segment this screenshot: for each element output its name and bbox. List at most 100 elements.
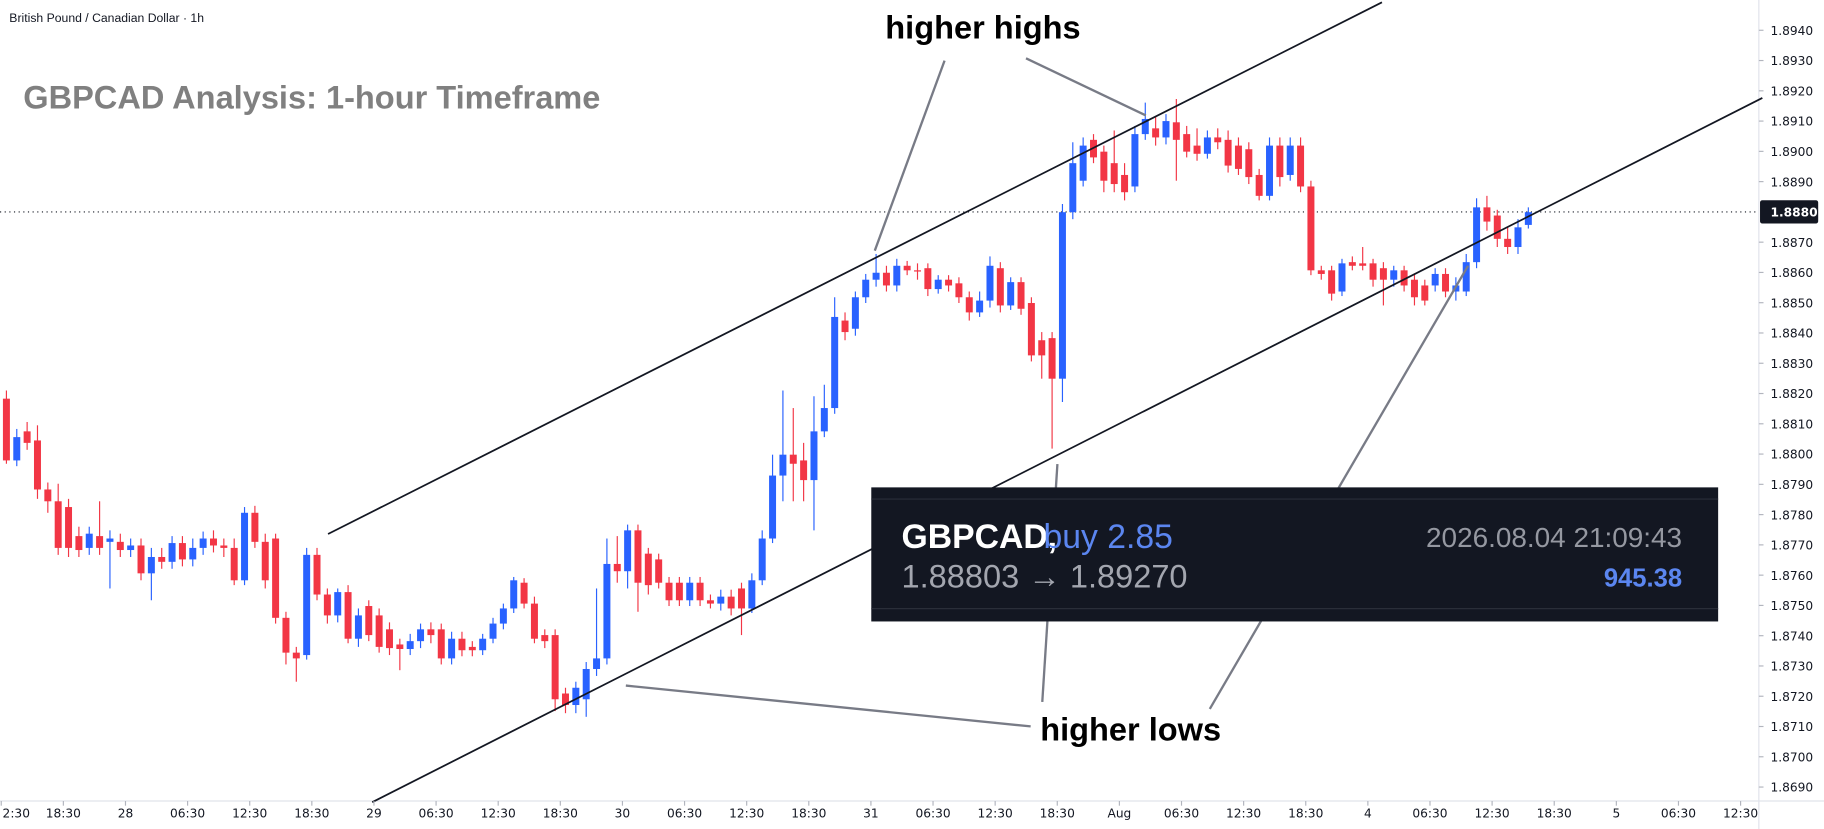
candle-body [1410,279,1418,298]
candle-body [1483,207,1491,222]
candle-body [727,596,735,609]
x-tick-label: 18:30 [46,806,81,820]
candle-body [1038,340,1046,356]
candle-body [1462,262,1470,292]
x-tick-label: Aug [1107,806,1131,820]
candle-body [292,652,300,659]
candle-body [209,538,217,546]
y-tick-label: 1.8730 [1770,660,1813,674]
candle-body [582,668,590,700]
candle-body [893,265,901,286]
candle-body [85,533,93,548]
x-tick-label: 29 [366,806,382,820]
candle-body [789,454,797,464]
candle-body [1193,145,1201,154]
candle-body [800,460,808,481]
candle-body [717,596,725,604]
y-tick-label: 1.8860 [1770,266,1813,280]
candle-body [1524,212,1532,225]
candle-body [644,553,652,586]
candle-body [831,316,839,409]
y-tick-label: 1.8780 [1770,508,1813,522]
candle-body [593,658,601,669]
x-tick-label: 12:30 [729,806,764,820]
x-tick-label: 30 [615,806,631,820]
candle-body [520,582,528,604]
candle-body [696,582,704,601]
candle-body [303,554,311,656]
candle-body [396,644,404,650]
candle-body [375,615,383,647]
candle-body [65,507,73,548]
x-tick-label: 18:30 [1288,806,1323,820]
candle-body [541,635,549,642]
trade-box-bg [871,487,1719,622]
candle-body [1473,207,1481,263]
candle-body [220,545,228,548]
candle-body [862,279,870,298]
y-tick-label: 1.8690 [1770,781,1813,795]
candle-body [334,592,342,616]
candle-body [1121,174,1129,193]
x-tick-label: 06:30 [170,806,205,820]
candle-body [1317,270,1325,274]
candle-body [489,623,497,639]
annotation: higher lows [1040,710,1221,747]
candle-body [1048,338,1056,379]
candle-body [417,629,425,642]
candle-body [1514,227,1522,248]
upper-trendline [327,1,1383,535]
trade-box: GBPCAD, buy 2.85 1.88803 → 1.89270 2026.… [871,487,1719,622]
y-tick-label: 1.8740 [1770,629,1813,643]
candle-body [385,629,393,649]
candle-body [779,454,787,476]
candle-body [665,582,673,601]
y-tick-label: 1.8700 [1770,750,1813,764]
y-tick-label: 1.8720 [1770,690,1813,704]
x-tick-label: 12:30 [978,806,1013,820]
candle-body [251,512,259,542]
candle-body [1007,282,1015,306]
candle-body [1079,145,1087,181]
candle-body [530,603,538,639]
candle-body [1390,270,1398,280]
candle-body [437,629,445,659]
candle-body [137,545,145,574]
candle-body [603,563,611,659]
candle-body [499,608,507,624]
candle-body [841,320,849,333]
x-tick-label: 18:30 [543,806,578,820]
candle-body [189,547,197,560]
candle-body [914,270,921,272]
candle-body [851,297,859,329]
candle-body [282,617,290,653]
y-tick-label: 1.8830 [1770,357,1813,371]
candle-body [758,538,766,581]
pointer-line [873,60,946,252]
candle-body [510,580,518,609]
candle-body [1328,270,1336,294]
x-tick-label: 28 [118,806,134,820]
candle-body [354,615,362,639]
candle-body [1493,215,1501,239]
candle-body [986,265,994,301]
candle-body [1203,137,1211,154]
x-tick-label: 12:30 [1723,806,1758,820]
candle-body [1069,163,1077,213]
candle-body [1245,149,1253,178]
candle-body [458,638,466,651]
candle-body [33,440,41,490]
x-tick-label: 06:30 [418,806,453,820]
candle-body [1359,263,1367,266]
x-tick-label: 18:30 [791,806,826,820]
candle-body [323,594,331,616]
candle-body [1162,121,1170,138]
x-tick-label: 12:30 [1475,806,1510,820]
candle-body [738,588,745,609]
candle-body [1421,285,1429,301]
last-price-label: 1.8880 [1770,206,1817,220]
candle-body [406,641,414,650]
